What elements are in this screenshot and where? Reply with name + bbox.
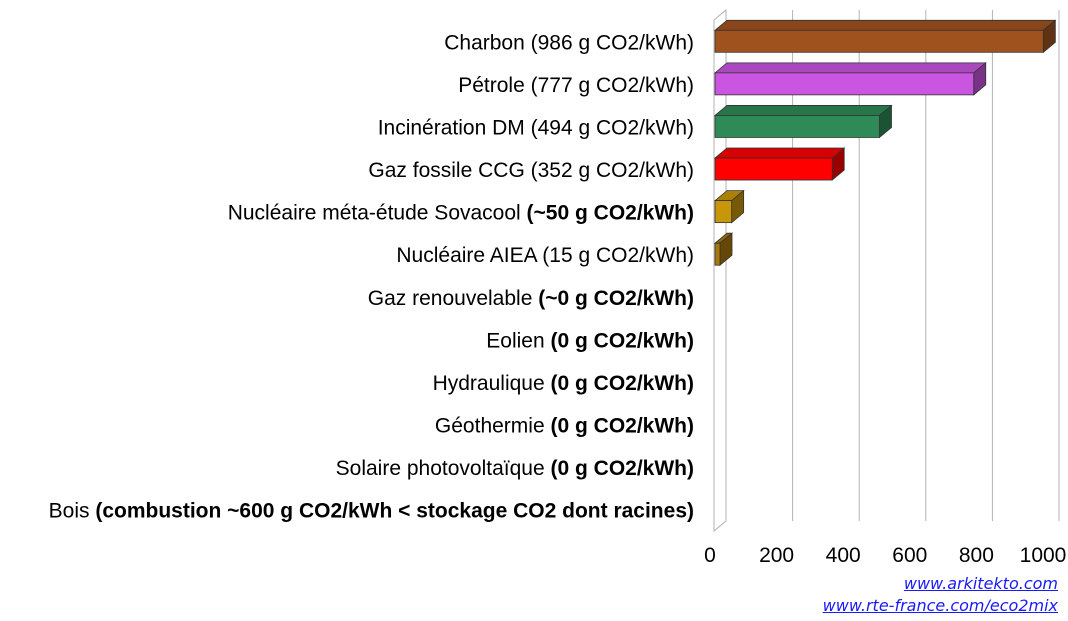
bar-2-front xyxy=(714,115,880,138)
x-tick-label-600: 600 xyxy=(892,544,927,567)
bar-2-top xyxy=(713,105,893,116)
category-labels: Charbon (986 g CO2/kWh) Pétrole (777 g CO… xyxy=(49,31,694,522)
bar-0-top xyxy=(713,19,1057,31)
category-label-11: Bois (combustion ~600 g CO2/kWh < stocka… xyxy=(49,500,694,523)
source-link-rte-eco2mix[interactable]: www.rte-france.com/eco2mix xyxy=(822,596,1058,615)
category-label-5: Nucléaire AIEA (15 g CO2/kWh) xyxy=(396,244,694,267)
category-label-2: Incinération DM (494 g CO2/kWh) xyxy=(378,116,694,139)
bar-1-top xyxy=(713,62,987,74)
bar-4-front xyxy=(714,200,733,224)
bar-2 xyxy=(713,104,893,139)
category-label-7: Eolien (0 g CO2/kWh) xyxy=(486,329,694,352)
x-tick-label-0: 0 xyxy=(704,544,716,567)
x-tick-label-800: 800 xyxy=(959,544,994,567)
category-label-1: Pétrole (777 g CO2/kWh) xyxy=(458,74,694,97)
plot-left-wall xyxy=(713,8,727,533)
category-label-4: Nucléaire méta-étude Sovacool (~50 g CO2… xyxy=(228,202,694,225)
x-tick-label-200: 200 xyxy=(759,544,794,567)
category-label-6: Gaz renouvelable (~0 g CO2/kWh) xyxy=(368,287,694,310)
x-tick-label-400: 400 xyxy=(826,544,861,567)
bar-3-front xyxy=(714,157,833,181)
bar-0-front xyxy=(714,29,1044,53)
category-label-10: Solaire photovoltaïque (0 g CO2/kWh) xyxy=(336,457,694,480)
category-label-0: Charbon (986 g CO2/kWh) xyxy=(444,31,694,54)
x-tick-label-1000: 1000 xyxy=(1020,544,1067,567)
category-label-9: Géothermie (0 g CO2/kWh) xyxy=(435,415,694,438)
bars xyxy=(713,19,1057,267)
bar-1 xyxy=(713,62,987,96)
bar-4 xyxy=(713,189,745,224)
bar-5 xyxy=(713,232,734,267)
category-label-8: Hydraulique (0 g CO2/kWh) xyxy=(433,372,694,395)
plot-3d-floor xyxy=(713,8,727,533)
bar-3 xyxy=(713,147,846,181)
bar-1-front xyxy=(714,72,975,96)
category-label-3: Gaz fossile CCG (352 g CO2/kWh) xyxy=(368,159,694,182)
bar-5-front xyxy=(714,242,721,266)
bar-0 xyxy=(713,19,1057,54)
bar-3-top xyxy=(713,147,846,159)
x-tick-labels: 0 200 400 600 800 1000 xyxy=(704,544,1066,567)
source-link-arkitekto[interactable]: www.arkitekto.com xyxy=(903,574,1058,593)
